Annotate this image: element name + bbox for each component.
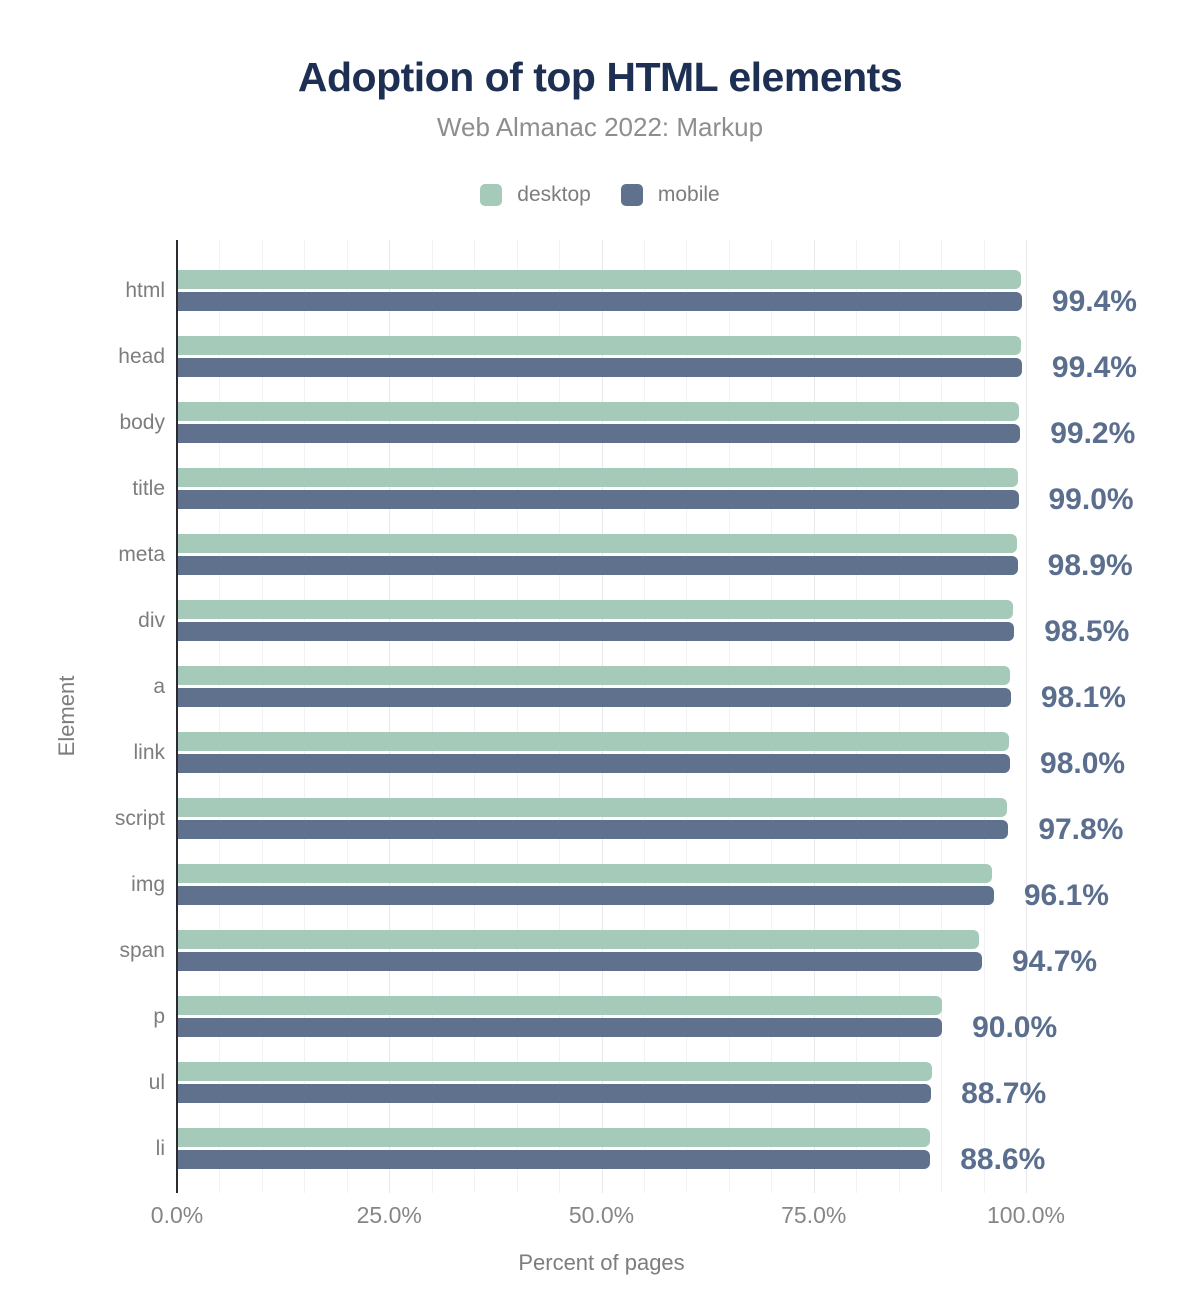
legend-label: mobile [657, 183, 720, 206]
legend-item-desktop[interactable]: desktop [480, 183, 591, 207]
bar-desktop [178, 270, 1022, 289]
gridline [261, 240, 263, 1193]
bar-desktop [178, 666, 1011, 685]
bar-desktop [178, 600, 1014, 619]
gridline [389, 240, 391, 1193]
bar-mobile [178, 358, 1022, 377]
bar-mobile [178, 688, 1011, 707]
category-label: img [131, 872, 165, 896]
gridline [898, 240, 900, 1193]
category-label: div [138, 608, 165, 632]
category-label: a [153, 674, 165, 698]
value-label: 88.7% [961, 1076, 1047, 1110]
gridline [431, 240, 433, 1193]
bar-desktop [178, 1062, 932, 1081]
gridline [601, 240, 603, 1193]
legend-swatch-mobile [620, 184, 643, 206]
gridline [813, 240, 815, 1193]
gridline [559, 240, 561, 1193]
x-axis-ticks: 0.0% 25.0% 50.0% 75.0% 100.0% [151, 1202, 1065, 1230]
value-label: 97.8% [1038, 812, 1124, 846]
x-tick-label: 25.0% [356, 1202, 422, 1228]
value-label: 94.7% [1012, 944, 1098, 978]
legend-swatch-desktop [480, 184, 503, 206]
category-label: meta [118, 542, 165, 566]
legend-item-mobile[interactable]: mobile [620, 183, 720, 207]
bar-mobile [178, 490, 1019, 509]
category-label: li [155, 1136, 165, 1160]
bar-desktop [178, 732, 1010, 751]
gridline [516, 240, 518, 1193]
gridline [771, 240, 773, 1193]
plot-area: html 99.4% head 99.4% body 99.2% title 99.0% met… [115, 240, 1137, 1193]
bar-mobile [178, 292, 1022, 311]
value-label: 88.6% [960, 1142, 1046, 1176]
bar-mobile [178, 820, 1009, 839]
gridline [346, 240, 348, 1193]
value-label: 90.0% [972, 1010, 1058, 1044]
bar-desktop [178, 534, 1017, 553]
value-label: 99.4% [1051, 350, 1137, 384]
bar-mobile [178, 886, 994, 905]
bar-desktop [178, 930, 979, 949]
category-label: link [133, 740, 165, 764]
x-tick-label: 50.0% [568, 1202, 635, 1228]
gridline [686, 240, 688, 1193]
bar-mobile [178, 424, 1021, 443]
category-label: html [125, 278, 165, 302]
x-tick-label: 100.0% [986, 1202, 1066, 1228]
bar-desktop [178, 402, 1020, 421]
bar-desktop [178, 336, 1022, 355]
y-axis-line [176, 240, 178, 1193]
bar-mobile [178, 556, 1018, 575]
gridline [643, 240, 645, 1193]
bar-mobile [178, 1018, 943, 1037]
gridline [856, 240, 858, 1193]
category-label: ul [148, 1070, 165, 1094]
bar-desktop [178, 864, 993, 883]
bar-mobile [178, 1084, 932, 1103]
gridline [941, 240, 943, 1193]
value-label: 98.0% [1040, 746, 1126, 780]
bar-mobile [178, 622, 1015, 641]
value-label: 99.2% [1050, 416, 1136, 450]
value-label: 96.1% [1023, 878, 1109, 912]
gridline [304, 240, 306, 1193]
x-axis-title: Percent of pages [518, 1250, 685, 1275]
category-label: span [119, 938, 165, 962]
category-label: title [132, 476, 165, 500]
x-tick-label: 75.0% [781, 1202, 847, 1228]
category-label: script [114, 806, 165, 830]
category-label: head [118, 344, 165, 368]
bar-mobile [178, 1150, 931, 1169]
legend-label: desktop [517, 183, 591, 206]
chart-subtitle: Web Almanac 2022: Markup [436, 112, 764, 142]
chart-title: Adoption of top HTML elements [297, 54, 903, 100]
bar-mobile [178, 952, 982, 971]
gridline [219, 240, 221, 1193]
bar-desktop [178, 798, 1008, 817]
value-label: 99.0% [1048, 482, 1134, 516]
gridline [1026, 240, 1027, 1193]
bar-mobile [178, 754, 1011, 773]
gridline [983, 240, 985, 1193]
legend: desktop mobile [0, 183, 1200, 207]
bar-desktop [178, 468, 1018, 487]
gridline [728, 240, 730, 1193]
gridline [474, 240, 476, 1193]
x-tick-label: 0.0% [150, 1202, 204, 1228]
value-label: 98.5% [1044, 614, 1130, 648]
value-label: 99.4% [1051, 284, 1137, 318]
value-label: 98.9% [1047, 548, 1133, 582]
bar-desktop [178, 996, 943, 1015]
bar-desktop [178, 1128, 931, 1147]
category-label: p [153, 1004, 165, 1028]
value-label: 98.1% [1040, 680, 1126, 714]
category-label: body [119, 410, 165, 434]
